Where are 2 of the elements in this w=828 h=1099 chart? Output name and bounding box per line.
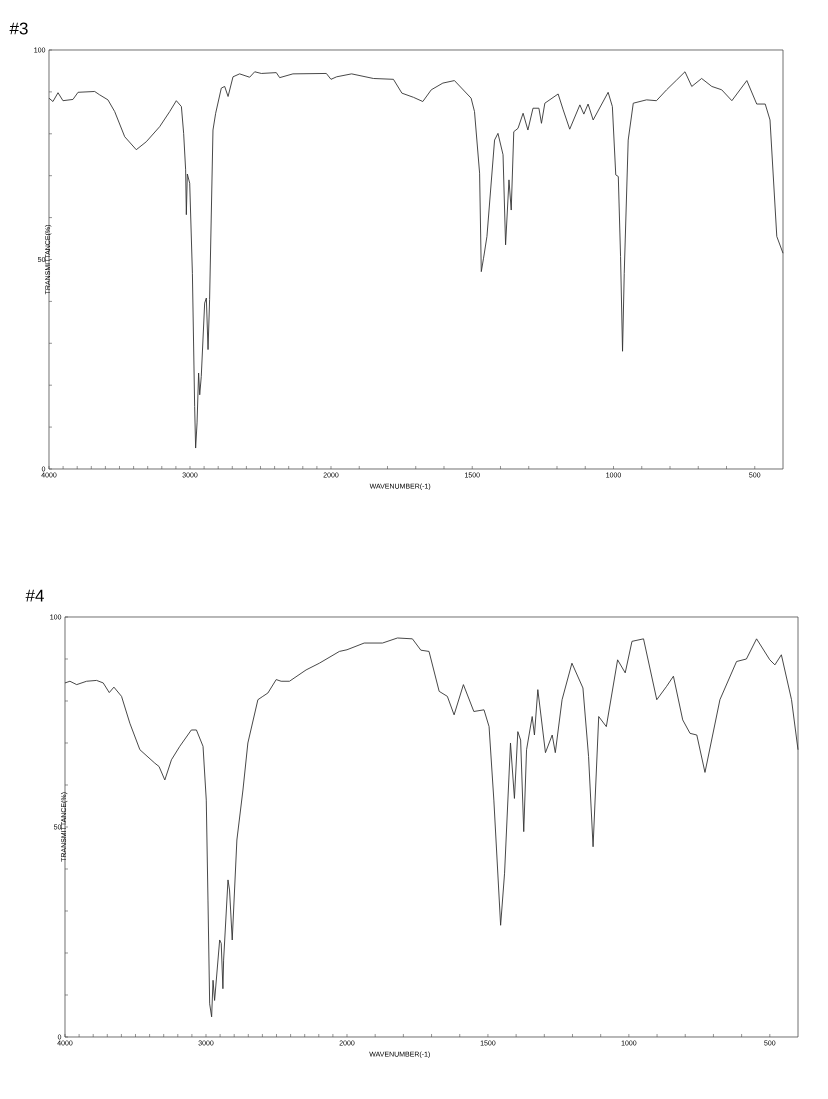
chart-title: #3 bbox=[9, 22, 28, 35]
chart-title: #4 bbox=[25, 589, 44, 602]
